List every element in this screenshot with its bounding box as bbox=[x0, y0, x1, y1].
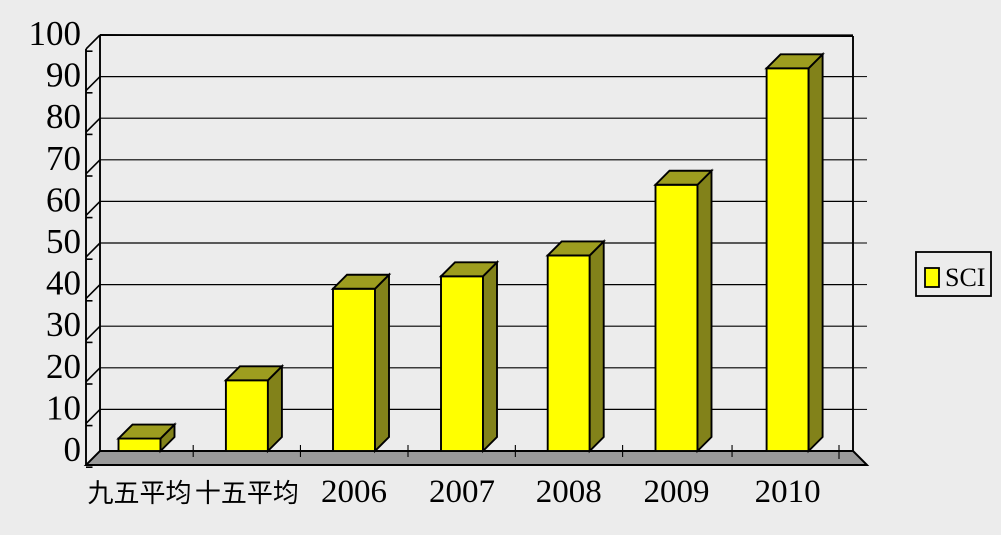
svg-text:40: 40 bbox=[46, 264, 81, 303]
svg-text:60: 60 bbox=[46, 180, 81, 219]
svg-text:10: 10 bbox=[46, 388, 81, 427]
svg-text:80: 80 bbox=[46, 97, 81, 136]
svg-text:20: 20 bbox=[46, 347, 81, 386]
svg-text:0: 0 bbox=[64, 430, 82, 469]
svg-text:50: 50 bbox=[46, 222, 81, 261]
svg-text:SCI: SCI bbox=[945, 263, 985, 292]
svg-text:100: 100 bbox=[29, 14, 82, 53]
svg-text:2010: 2010 bbox=[755, 474, 821, 510]
svg-text:十五平均: 十五平均 bbox=[195, 479, 299, 508]
svg-text:70: 70 bbox=[46, 139, 81, 178]
svg-text:九五平均: 九五平均 bbox=[87, 479, 191, 508]
svg-text:2008: 2008 bbox=[536, 474, 602, 510]
svg-text:2007: 2007 bbox=[429, 474, 495, 510]
svg-text:2006: 2006 bbox=[321, 474, 387, 510]
svg-text:2009: 2009 bbox=[644, 474, 710, 510]
svg-text:30: 30 bbox=[46, 305, 81, 344]
svg-text:90: 90 bbox=[46, 56, 81, 95]
